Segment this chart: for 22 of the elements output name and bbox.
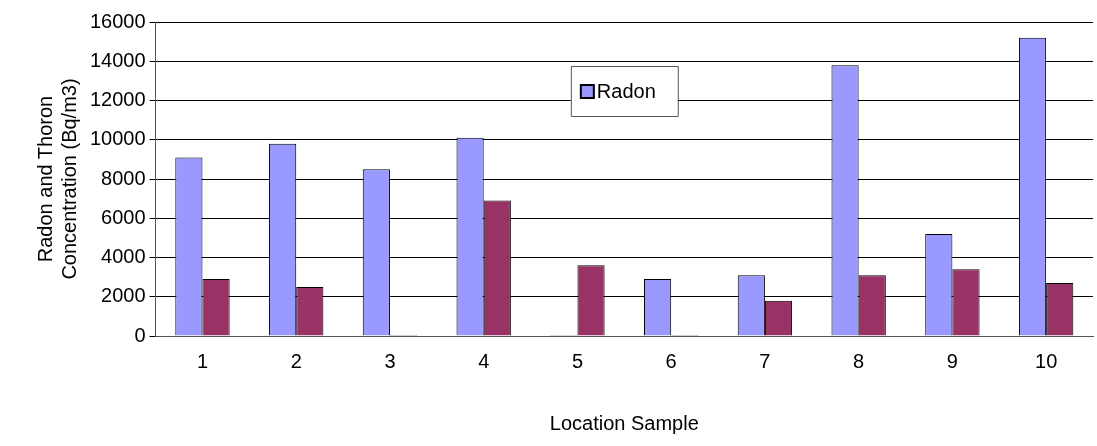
y-tick-label: 8000 <box>101 166 146 189</box>
x-tick-label: 10 <box>1035 349 1058 372</box>
x-axis-title: Location Sample <box>549 411 699 434</box>
x-tick-label: 1 <box>196 349 209 372</box>
y-tick-label: 14000 <box>89 48 146 71</box>
x-tick-label: 8 <box>853 349 865 372</box>
x-tick-label: 3 <box>384 349 396 372</box>
y-tick-label: 16000 <box>89 9 146 32</box>
x-tick-label: 4 <box>478 349 490 372</box>
y-axis-title: Radon and Thoron Concentration (Bq/m3) <box>33 78 80 280</box>
x-tick-label: 7 <box>759 349 771 372</box>
y-tick-label: 12000 <box>89 88 146 111</box>
x-tick-label: 9 <box>946 349 958 372</box>
x-tick-label: 5 <box>571 349 583 372</box>
y-tick-label: 10000 <box>89 127 146 150</box>
y-tick-label: 4000 <box>101 245 146 268</box>
y-tick-label: 2000 <box>101 284 146 307</box>
x-tick-label: 2 <box>290 349 302 372</box>
x-tick-label: 6 <box>665 349 677 372</box>
y-tick-label: 6000 <box>101 205 146 228</box>
y-tick-label: 0 <box>134 323 146 346</box>
legend-label: Radon <box>596 79 656 102</box>
